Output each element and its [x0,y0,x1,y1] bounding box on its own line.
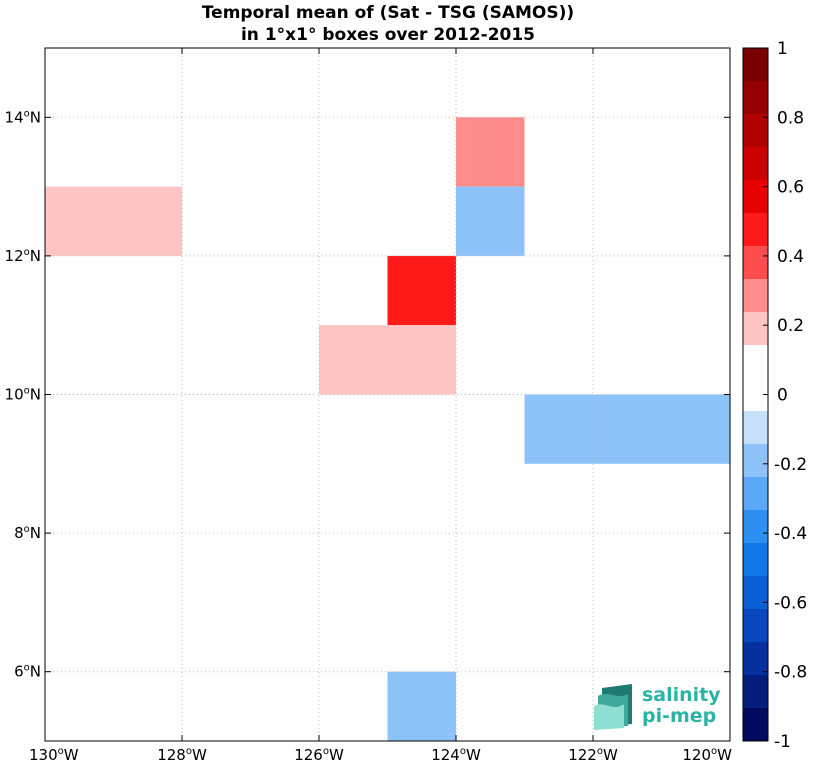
colorbar-segment [743,213,768,247]
axis-ticks: 130oW 128oW 126oW 124oW 122oW 120oW 6oN 8oN 10oN… [5,48,732,763]
logo-mark-front [594,704,624,730]
heatmap-cell [45,186,182,256]
colorbar-segment [743,477,768,511]
x-tick-label: 124oW [431,746,481,763]
colorbar-segment [743,576,768,610]
logo-text-line-1: salinity [642,684,721,706]
colorbar-segment [743,180,768,214]
x-tick-label: 126oW [294,746,344,763]
colorbar-tick-label: -0.8 [774,663,807,683]
colorbar-segment [743,411,768,445]
colorbar-segment [743,609,768,643]
heatmap-cell [456,186,525,256]
salinity-pi-mep-logo: salinity pi-mep [594,684,721,730]
colorbar-tick-label: -0.6 [774,593,807,613]
colorbar-segment [743,345,768,379]
heatmap-cell [387,671,456,741]
colorbar-tick-label: 0 [777,386,788,406]
y-tick-label: 12oN [5,247,41,265]
colorbar-segment [743,675,768,709]
y-tick-label: 6oN [14,663,41,681]
x-tick-label: 120oW [682,746,732,763]
chart-title-line-1: Temporal mean of (Sat - TSG (SAMOS)) [202,3,574,23]
chart-title-line-2: in 1°x1° boxes over 2012-2015 [241,25,535,45]
colorbar-tick-label: -0.2 [774,455,807,475]
colorbar-segment [743,114,768,148]
colorbar-tick-label: 0.8 [777,108,804,128]
x-tick-label: 128oW [157,746,207,763]
heatmap-cell [319,325,456,395]
colorbar-tick-label: -0.4 [774,524,807,544]
colorbar-tick-label: 0.2 [777,316,804,336]
colorbar-tick-label: 1 [777,39,788,59]
x-tick-label: 130oW [29,746,79,763]
colorbar-segment [743,81,768,115]
y-tick-label: 10oN [5,386,41,404]
colorbar-segment [743,48,768,82]
colorbar-segment [743,246,768,280]
y-tick-label: 14oN [5,108,41,126]
colorbar-tick-label: 0.6 [777,178,804,198]
logo-mark-icon [594,684,632,730]
colorbar-segment [743,510,768,544]
colorbar-tick-label: -1 [774,732,791,752]
heatmap-cell [456,117,525,187]
heatmap-cell [524,394,730,464]
colorbar-segment [743,708,768,742]
colorbar-segment [743,279,768,313]
colorbar: 1 0.8 0.6 0.4 0.2 0 -0.2 -0.4 -0.6 -0.8 -1 [742,39,807,752]
colorbar-segment [743,312,768,346]
y-tick-label: 8oN [14,524,41,542]
logo-text-line-2: pi-mep [642,705,716,727]
colorbar-segment [743,642,768,676]
heatmap-cells [45,117,730,741]
colorbar-segment [743,444,768,478]
heatmap-cell [387,255,456,326]
colorbar-segment [743,147,768,181]
colorbar-tick-label: 0.4 [777,247,804,267]
x-tick-label: 122oW [568,746,618,763]
colorbar-segment [743,543,768,577]
